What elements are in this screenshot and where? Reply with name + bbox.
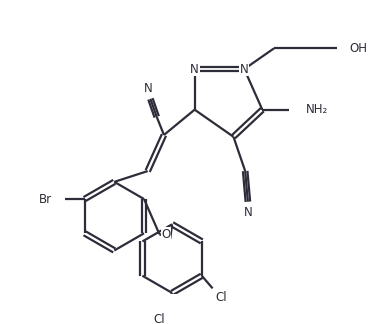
Text: O: O <box>161 228 170 241</box>
Text: NH₂: NH₂ <box>306 103 328 116</box>
Text: Br: Br <box>39 192 52 205</box>
Text: N: N <box>240 63 249 75</box>
Text: N: N <box>244 206 252 219</box>
Text: N: N <box>190 63 199 75</box>
Text: N: N <box>144 82 153 96</box>
Text: Cl: Cl <box>216 291 227 304</box>
Text: OH: OH <box>350 42 368 55</box>
Text: Cl: Cl <box>154 313 165 324</box>
